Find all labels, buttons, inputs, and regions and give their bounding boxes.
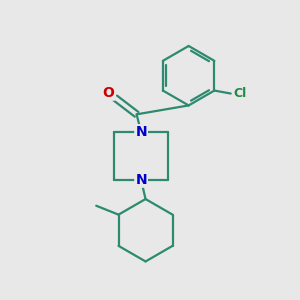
Text: N: N <box>135 173 147 187</box>
Text: O: O <box>103 85 115 100</box>
Text: N: N <box>135 125 147 139</box>
Text: Cl: Cl <box>234 87 247 100</box>
